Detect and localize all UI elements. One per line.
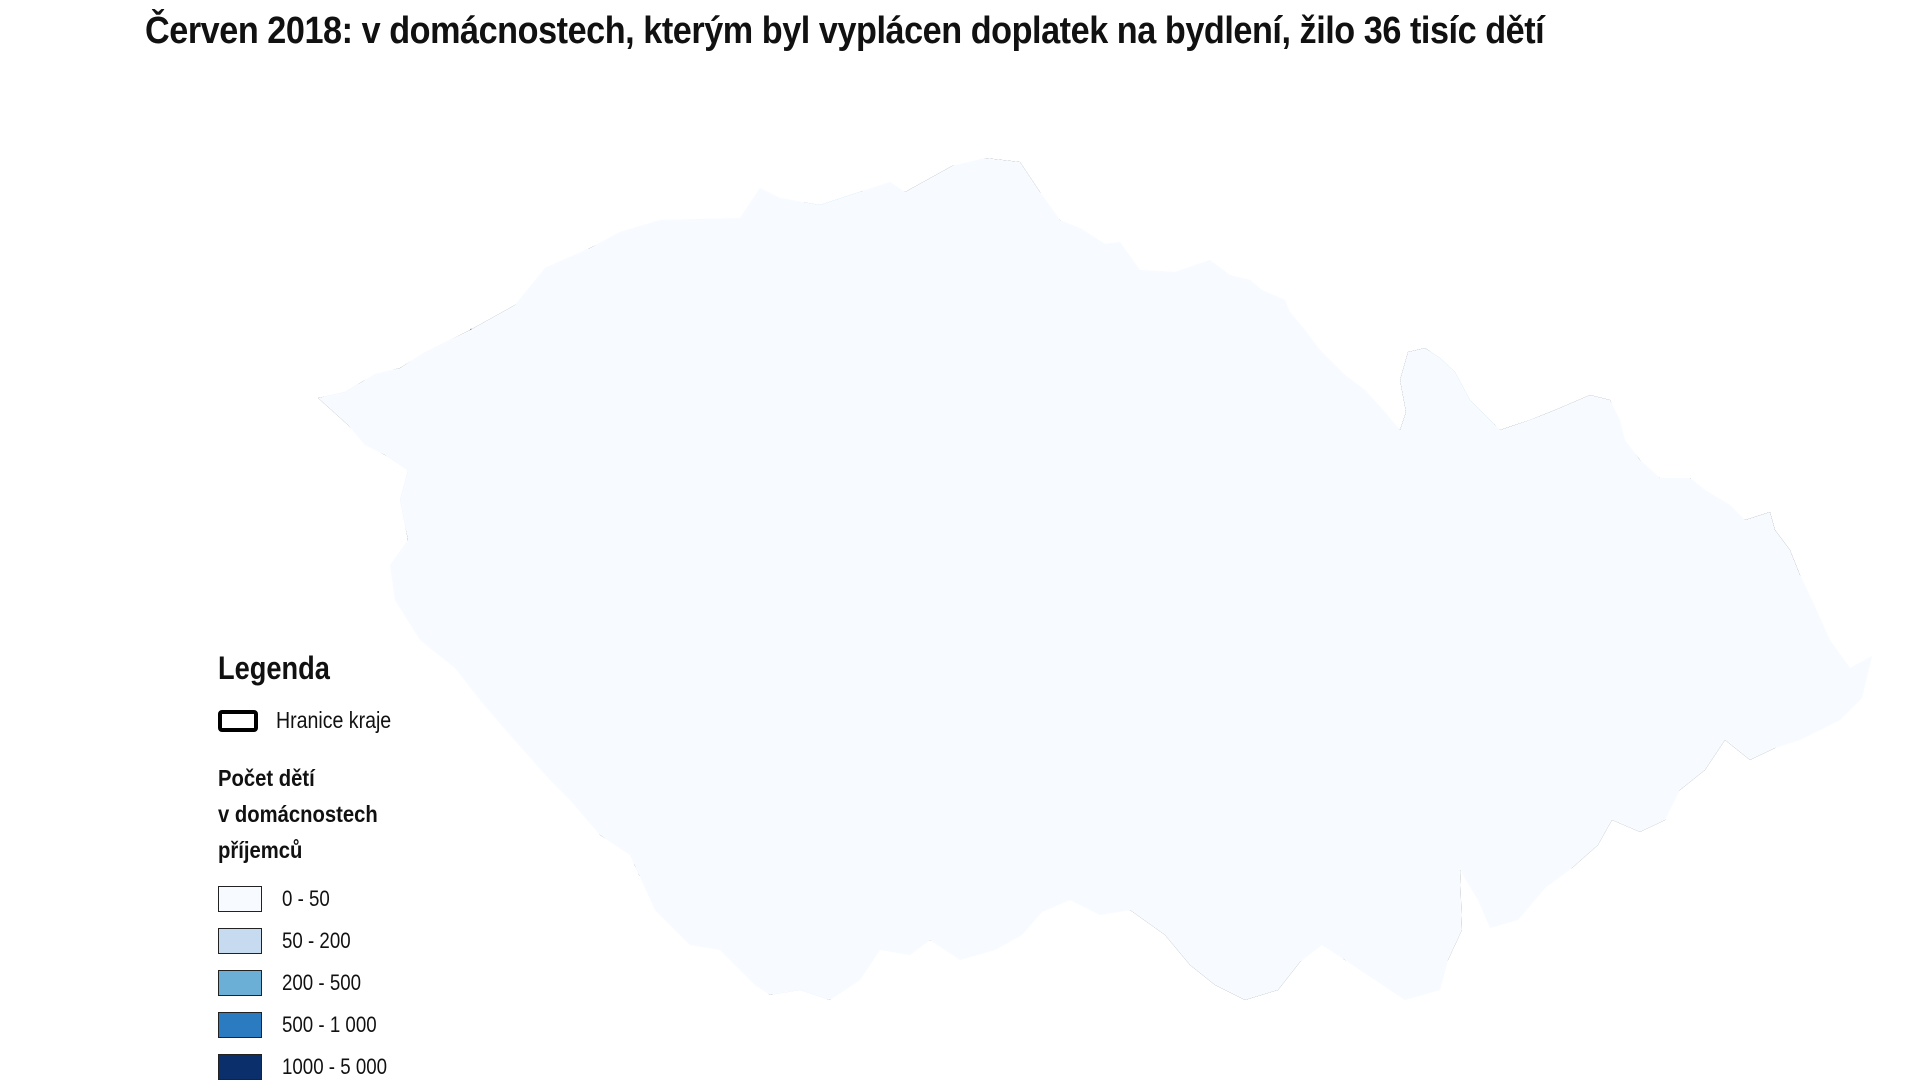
legend-class-label: 200 - 500	[282, 970, 362, 995]
legend-class-label: 0 - 50	[282, 886, 330, 911]
legend-class-label: 1000 - 5 000	[282, 1054, 388, 1079]
map-title: Červen 2018: v domácnostech, kterým byl …	[145, 10, 1545, 52]
legend-swatch	[218, 886, 262, 912]
region-border-label: Hranice kraje	[276, 707, 392, 733]
legend-class: 50 - 200	[218, 920, 518, 962]
legend-subtitle-line: příjemců	[218, 837, 303, 863]
legend-subtitle-line: v domácnostech	[218, 801, 378, 827]
legend-border-entry: Hranice kraje	[218, 707, 518, 734]
legend-swatch	[218, 928, 262, 954]
legend-swatch	[218, 1012, 262, 1038]
legend-class: 1000 - 5 000	[218, 1046, 518, 1088]
legend-class: 500 - 1 000	[218, 1004, 518, 1046]
legend-heading: Legenda	[218, 650, 330, 686]
legend-subtitle-line: Počet dětí	[218, 765, 315, 791]
legend-class: 0 - 50	[218, 878, 518, 920]
legend-subtitle: Počet dětí v domácnostech příjemců	[218, 760, 482, 868]
legend-class-label: 50 - 200	[282, 928, 351, 953]
legend-class: 200 - 500	[218, 962, 518, 1004]
legend-class-label: 500 - 1 000	[282, 1012, 377, 1037]
legend-swatch	[218, 970, 262, 996]
national-border	[316, 156, 1874, 1002]
legend-swatch	[218, 1054, 262, 1080]
region-border-swatch	[218, 709, 258, 732]
legend: Legenda Hranice kraje Počet dětí v domác…	[218, 650, 518, 1088]
